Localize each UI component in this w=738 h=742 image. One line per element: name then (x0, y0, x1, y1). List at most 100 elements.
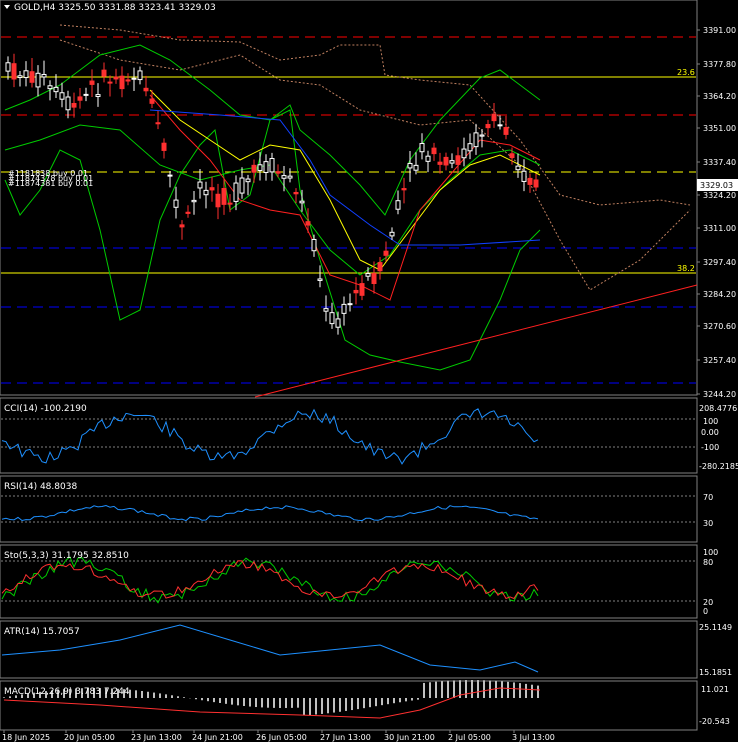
price-levels (1, 36, 696, 384)
candle-body[interactable] (425, 155, 431, 162)
candle-body[interactable] (47, 85, 53, 90)
candle-body[interactable] (437, 161, 443, 165)
candle-body[interactable] (449, 160, 455, 164)
candle-body[interactable] (503, 127, 509, 135)
candle-body[interactable] (431, 147, 437, 155)
band-upper (4, 44, 541, 216)
candle-body[interactable] (419, 143, 425, 153)
candle-body[interactable] (275, 171, 281, 174)
candle-body[interactable] (71, 102, 77, 108)
candle-body[interactable] (143, 87, 149, 92)
candle-body[interactable] (65, 96, 71, 111)
candle-body[interactable] (173, 199, 179, 208)
candle-body[interactable] (383, 250, 389, 256)
candle-body[interactable] (197, 181, 203, 189)
candle-body[interactable] (167, 174, 173, 177)
sto-axis-100: 100 (703, 548, 718, 557)
candle-body[interactable] (185, 211, 191, 214)
candle-body[interactable] (299, 200, 305, 204)
candle-body[interactable] (269, 158, 275, 173)
candle-body[interactable] (311, 238, 317, 252)
candle-body[interactable] (395, 200, 401, 210)
candle-body[interactable] (179, 224, 185, 228)
candle-body[interactable] (329, 312, 335, 325)
candle-body[interactable] (89, 80, 95, 85)
candlesticks[interactable] (5, 53, 539, 335)
candle-body[interactable] (23, 70, 29, 79)
candle-body[interactable] (407, 162, 413, 169)
candle-body[interactable] (281, 175, 287, 179)
candle-body[interactable] (473, 132, 479, 148)
candle-body[interactable] (161, 142, 167, 151)
candle-body[interactable] (107, 81, 113, 84)
candle-body[interactable] (209, 187, 215, 191)
candle-body[interactable] (233, 182, 239, 202)
candle-body[interactable] (335, 318, 341, 328)
price-axis: 3391.00 3377.80 3364.20 3351.00 3337.40 3324.… (697, 26, 736, 399)
candle-body[interactable] (401, 188, 407, 191)
candle-body[interactable] (527, 177, 533, 185)
candle-body[interactable] (191, 199, 197, 203)
candle-body[interactable] (365, 273, 371, 277)
candle-body[interactable] (461, 148, 467, 159)
candle-body[interactable] (479, 134, 485, 137)
price-tick-label: 3391.00 (703, 26, 736, 35)
candle-body[interactable] (263, 161, 269, 174)
candle-body[interactable] (293, 191, 299, 195)
candle-body[interactable] (137, 70, 143, 81)
candle-body[interactable] (467, 143, 473, 152)
candle-body[interactable] (5, 62, 11, 72)
candle-body[interactable] (371, 273, 377, 285)
candle-body[interactable] (41, 73, 47, 78)
candle-body[interactable] (389, 231, 395, 237)
candle-body[interactable] (533, 179, 539, 188)
candle-body[interactable] (131, 77, 137, 80)
ichimoku-cloud (59, 24, 691, 291)
candle-body[interactable] (509, 153, 515, 159)
candle-body[interactable] (443, 156, 449, 166)
candle-body[interactable] (323, 308, 329, 312)
candle-body[interactable] (29, 71, 35, 83)
collapse-arrow-icon[interactable] (4, 5, 10, 9)
candle-body[interactable] (95, 94, 101, 98)
candle-body[interactable] (515, 165, 521, 171)
candle-body[interactable] (347, 303, 353, 306)
candle-body[interactable] (245, 178, 251, 183)
candle-body[interactable] (53, 86, 59, 93)
candle-body[interactable] (413, 164, 419, 171)
candle-body[interactable] (101, 69, 107, 77)
cloud-edge-b (59, 39, 691, 291)
candle-body[interactable] (239, 177, 245, 194)
candle-body[interactable] (359, 283, 365, 296)
candle-body[interactable] (113, 76, 119, 80)
candle-body[interactable] (35, 72, 41, 88)
candle-body[interactable] (521, 170, 527, 182)
candle-body[interactable] (203, 189, 209, 196)
candle-body[interactable] (125, 79, 131, 82)
candle-body[interactable] (17, 75, 23, 79)
candle-body[interactable] (491, 113, 497, 122)
candle-body[interactable] (11, 63, 17, 80)
candle-body[interactable] (227, 202, 233, 205)
candle-body[interactable] (497, 124, 503, 127)
candle-body[interactable] (287, 175, 293, 179)
candle-body[interactable] (215, 193, 221, 208)
candle-body[interactable] (59, 92, 65, 100)
candle-body[interactable] (221, 187, 227, 205)
candle-body[interactable] (455, 155, 461, 165)
candle-body[interactable] (485, 124, 491, 129)
candle-body[interactable] (77, 96, 83, 101)
candle-body[interactable] (317, 278, 323, 281)
candle-body[interactable] (257, 164, 263, 171)
trendline[interactable] (254, 284, 698, 398)
candle-body[interactable] (353, 289, 359, 294)
candle-body[interactable] (377, 262, 383, 272)
candle-body[interactable] (119, 75, 125, 90)
candle-body[interactable] (251, 164, 257, 173)
candle-body[interactable] (305, 221, 311, 226)
candle-body[interactable] (149, 98, 155, 104)
candle-body[interactable] (155, 122, 161, 125)
candle-body[interactable] (83, 93, 89, 96)
cci-panel (0, 397, 698, 474)
candle-body[interactable] (341, 303, 347, 314)
